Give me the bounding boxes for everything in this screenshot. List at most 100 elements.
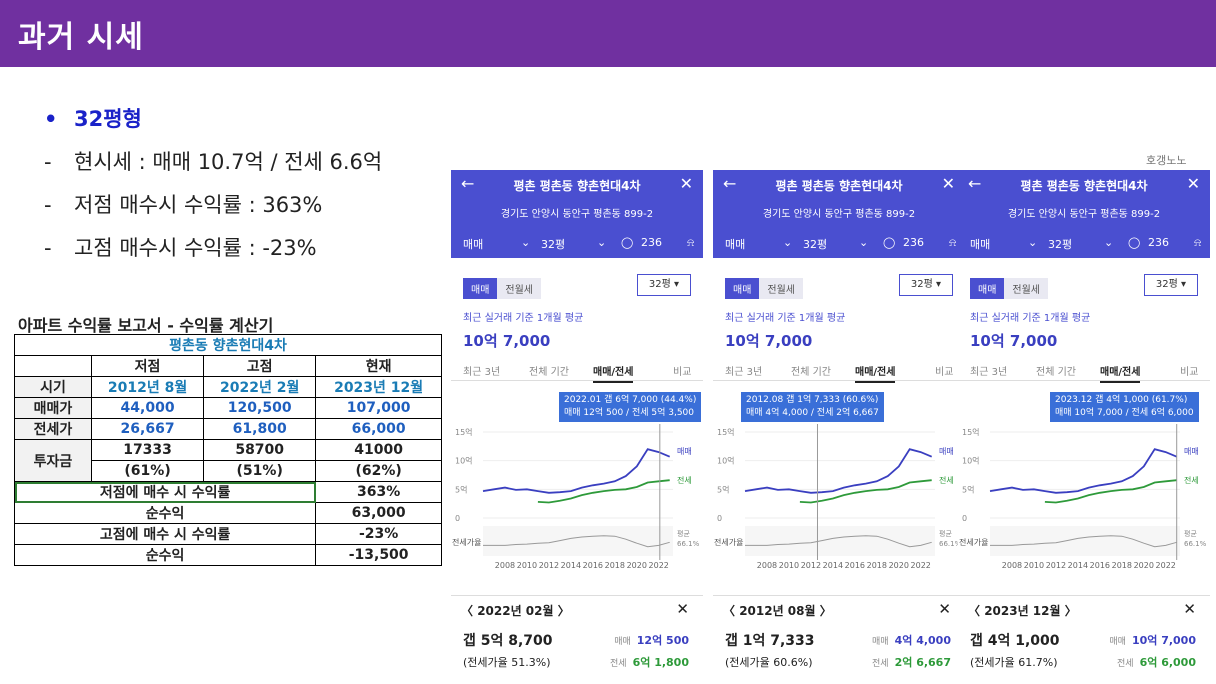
deal-type-select[interactable]: 매매 [725,238,746,251]
cell-invest-pct-now: (62%) [315,460,442,482]
tab-recent-3y[interactable]: 최근 3년 [725,367,763,378]
col-header-now: 현재 [315,355,442,377]
tab-rent[interactable]: 전월세 [759,278,804,299]
back-arrow-icon[interactable]: ← [461,174,475,193]
chevron-down-icon[interactable]: ⌄ [521,236,531,249]
comment-icon[interactable]: ◯ [1128,236,1141,249]
bell-icon[interactable]: ⍾ [687,236,695,249]
comment-icon[interactable]: ◯ [621,236,634,249]
avg-label: 평균 [939,529,952,538]
jeonse-line [799,479,932,504]
price-panel-2: ← 평촌 평촌동 향촌현대4차 ✕ 경기도 안양시 동안구 평촌동 899-2 … [713,170,965,684]
high-return-label: 고점에 매수 시 수익률 [13,523,317,545]
chevron-down-icon[interactable]: ⌄ [859,236,869,249]
net-profit-value-1: 63,000 [315,502,442,524]
net-profit-label-2: 순수익 [13,544,317,566]
tab-sale[interactable]: 매매 [725,278,760,299]
chevron-down-icon[interactable]: ⌄ [597,236,607,249]
sale-line [482,448,671,494]
cell-invest-low: 17333 [90,439,205,461]
date-navigator[interactable]: 〈 2022년 02월 〉 [461,604,570,618]
ratio-label: 전세가율 [959,537,988,547]
price-basis: 최근 실거래 기준 1개월 평균 [970,313,1091,324]
cell-jeonse-high: 61,800 [203,418,317,440]
close-icon[interactable]: ✕ [679,174,693,193]
avg-value: 66.1% [939,540,962,548]
tab-sale[interactable]: 매매 [463,278,498,299]
tab-rent[interactable]: 전월세 [1004,278,1049,299]
y-tick-label: 0 [962,514,967,523]
size-dropdown[interactable]: 32평 ▾ [899,274,953,296]
title-bar: 과거 시세 [0,0,1216,67]
chevron-down-icon[interactable]: ⌄ [1104,236,1114,249]
price-basis: 최근 실거래 기준 1개월 평균 [725,313,846,324]
x-tick-label: 2012 [539,561,559,570]
low-return-value: 363% [315,481,442,503]
ratio-line [483,535,670,548]
date-navigator[interactable]: 〈 2023년 12월 〉 [968,604,1077,618]
tab-all-period[interactable]: 전체 기간 [791,367,831,378]
tab-recent-3y[interactable]: 최근 3년 [970,367,1008,378]
chart-tooltip: 2012.08 갭 1억 7,333 (60.6%) 매매 4억 4,000 / … [741,392,884,422]
tab-all-period[interactable]: 전체 기간 [1036,367,1076,378]
chevron-down-icon[interactable]: ⌄ [783,236,793,249]
chevron-down-icon[interactable]: ⌄ [1028,236,1038,249]
panel-header: ← 평촌 평촌동 향촌현대4차 ✕ 경기도 안양시 동안구 평촌동 899-2 … [451,170,703,258]
tab-compare[interactable]: 비교 [673,367,692,378]
tab-sale-jeonse[interactable]: 매매/전세 [593,363,634,383]
close-icon[interactable]: ✕ [941,174,955,193]
size-select[interactable]: 32평 [1048,238,1073,251]
tab-sale[interactable]: 매매 [970,278,1005,299]
tab-rent[interactable]: 전월세 [497,278,542,299]
x-tick-label: 2008 [1002,561,1022,570]
comment-icon[interactable]: ◯ [883,236,896,249]
avg-label: 평균 [1184,529,1197,538]
size-dropdown[interactable]: 32평 ▾ [1144,274,1198,296]
page-title: 과거 시세 [18,20,144,55]
x-tick-label: 2008 [757,561,777,570]
deal-type-select[interactable]: 매매 [463,238,484,251]
back-arrow-icon[interactable]: ← [723,174,737,193]
bell-icon[interactable]: ⍾ [949,236,957,249]
y-tick-label: 0 [717,514,722,523]
tab-all-period[interactable]: 전체 기간 [529,367,569,378]
panel-header: ← 평촌 평촌동 향촌현대4차 ✕ 경기도 안양시 동안구 평촌동 899-2 … [713,170,965,258]
close-icon[interactable]: ✕ [938,600,951,618]
deal-type-select[interactable]: 매매 [970,238,991,251]
apt-name-cell: 평촌동 향촌현대4차 [14,334,442,356]
cell-invest-pct-high: (51%) [203,460,317,482]
cell-invest-high: 58700 [203,439,317,461]
tab-sale-jeonse[interactable]: 매매/전세 [1100,363,1141,383]
close-icon[interactable]: ✕ [1186,174,1200,193]
bell-icon[interactable]: ⍾ [1194,236,1202,249]
size-dropdown[interactable]: 32평 ▾ [637,274,691,296]
cell-period-high: 2022년 2월 [203,376,317,398]
tab-compare[interactable]: 비교 [935,367,954,378]
apartment-address: 경기도 안양시 동안구 평촌동 899-2 [1007,209,1161,220]
x-tick-label: 2020 [889,561,909,570]
tab-sale-jeonse[interactable]: 매매/전세 [855,363,896,383]
x-tick-label: 2018 [605,561,625,570]
date-navigator[interactable]: 〈 2012년 08월 〉 [723,604,832,618]
size-select[interactable]: 32평 [541,238,566,251]
tab-compare[interactable]: 비교 [1180,367,1199,378]
empty-header [14,355,92,377]
detail-card: 〈 2023년 12월 〉 ✕ 갭 4억 1,000 (전세가율 61.7%) … [958,595,1210,684]
tab-recent-3y[interactable]: 최근 3년 [463,367,501,378]
col-header-high: 고점 [203,355,317,377]
x-tick-label: 2018 [867,561,887,570]
x-tick-label: 2012 [1046,561,1066,570]
x-tick-label: 2014 [1068,561,1088,570]
sale-price-line: 매매 10억 7,000 [1109,634,1196,647]
bullet-current-price: - 현시세 : 매매 10.7억 / 전세 6.6억 [44,150,383,174]
back-arrow-icon[interactable]: ← [968,174,982,193]
cell-jeonse-now: 66,000 [315,418,442,440]
jeonse-ratio: (전세가율 51.3%) [463,656,551,669]
close-icon[interactable]: ✕ [1183,600,1196,618]
legend-jeonse: 전세 [939,475,954,485]
legend-jeonse: 전세 [1184,475,1199,485]
size-select[interactable]: 32평 [803,238,828,251]
apartment-address: 경기도 안양시 동안구 평촌동 899-2 [762,209,916,220]
close-icon[interactable]: ✕ [676,600,689,618]
sale-line [989,448,1178,494]
